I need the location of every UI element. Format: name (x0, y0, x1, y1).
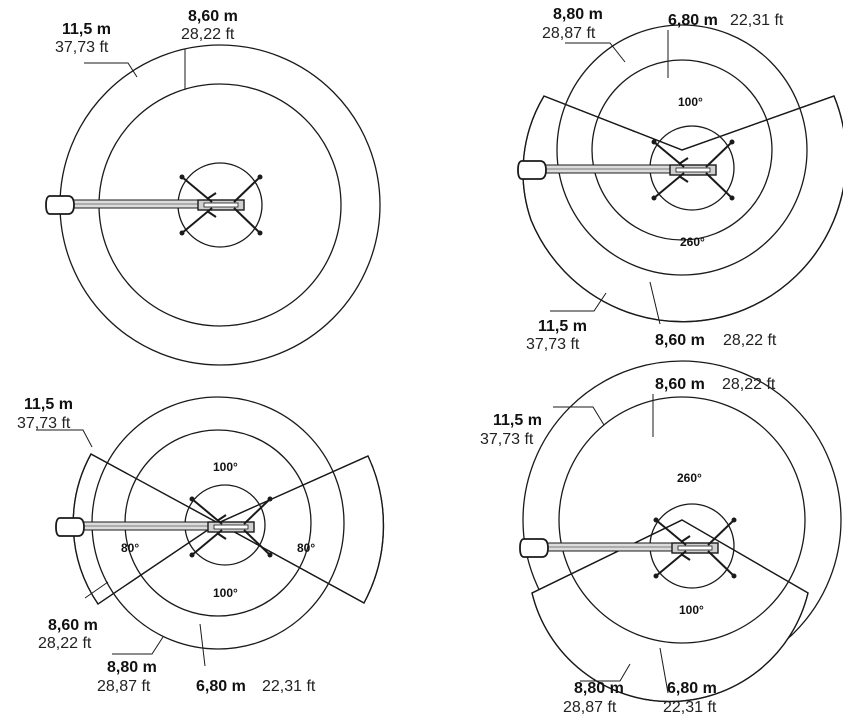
diagram-4: 8,60 m 28,22 ft 11,5 m 37,73 ft 260° 100… (480, 360, 842, 716)
outer-radius-m: 11,5 m (493, 412, 542, 429)
angle-label-top: 260° (677, 471, 702, 485)
leader-line (580, 663, 631, 682)
bottom-left-radius-m: 8,80 m (574, 680, 624, 697)
top-left-radius-m: 8,80 m (553, 6, 603, 23)
leader-line (649, 281, 661, 325)
middle-reach-circle (591, 59, 773, 241)
leader-line (565, 42, 626, 63)
top-left-radius-ft: 28,87 ft (542, 25, 596, 42)
angle-label-left: 80° (121, 541, 139, 555)
outer-radius-ft: 37,73 ft (17, 415, 71, 432)
bottom-right-radius-m: 8,60 m (655, 332, 705, 349)
inner-radius-m: 8,60 m (48, 617, 98, 634)
small-radius-m: 6,80 m (196, 678, 246, 695)
bottom-left-radius-ft: 37,73 ft (526, 336, 580, 353)
aerial-platform-icon (45, 173, 264, 237)
inner-radius-ft: 28,22 ft (38, 635, 92, 652)
leader-line (199, 623, 206, 667)
diagram-2: 8,80 m 28,87 ft 6,80 m 22,31 ft 100° 260… (517, 6, 843, 353)
inner-radius-ft: 28,22 ft (181, 26, 235, 43)
top-radius-m: 8,60 m (655, 376, 705, 393)
bottom-right-radius-ft: 28,22 ft (723, 332, 777, 349)
leader-line (550, 292, 607, 312)
leader-line (84, 62, 138, 78)
outer-reach-circle (556, 24, 808, 276)
top-right-radius-ft: 22,31 ft (730, 12, 784, 29)
angle-label-top: 100° (213, 460, 238, 474)
leader-line (112, 636, 164, 655)
leader-line (84, 581, 109, 599)
middle-reach-circle (558, 396, 806, 644)
outer-radius-m: 11,5 m (62, 21, 111, 38)
bottom-right-radius-ft: 22,31 ft (663, 699, 717, 716)
top-radius-ft: 28,22 ft (722, 376, 776, 393)
leader-line (36, 429, 93, 448)
outer-radius-ft: 37,73 ft (480, 431, 534, 448)
outer-radius-ft: 37,73 ft (55, 39, 109, 56)
top-right-radius-m: 6,80 m (668, 12, 718, 29)
inner-radius-m: 8,60 m (188, 8, 238, 25)
bottom-left-radius-ft: 28,87 ft (563, 699, 617, 716)
leader-line (553, 406, 605, 426)
mid-radius-ft: 28,87 ft (97, 678, 151, 695)
mid-radius-m: 8,80 m (107, 659, 157, 676)
angle-label-top: 100° (678, 95, 703, 109)
diagram-3: 11,5 m 37,73 ft 100° 80° 80° 100° 8,60 m… (17, 396, 385, 695)
leader-line (659, 647, 669, 694)
diagram-1: 11,5 m 37,73 ft 8,60 m 28,22 ft (45, 8, 381, 366)
angle-label-bottom: 100° (213, 586, 238, 600)
outer-radius-m: 11,5 m (24, 396, 73, 413)
bottom-right-radius-m: 6,80 m (667, 680, 717, 697)
small-radius-ft: 22,31 ft (262, 678, 316, 695)
angle-label-bottom: 260° (680, 235, 705, 249)
angle-label-right: 80° (297, 541, 315, 555)
bottom-left-radius-m: 11,5 m (538, 318, 587, 335)
angle-label-bottom: 100° (679, 603, 704, 617)
